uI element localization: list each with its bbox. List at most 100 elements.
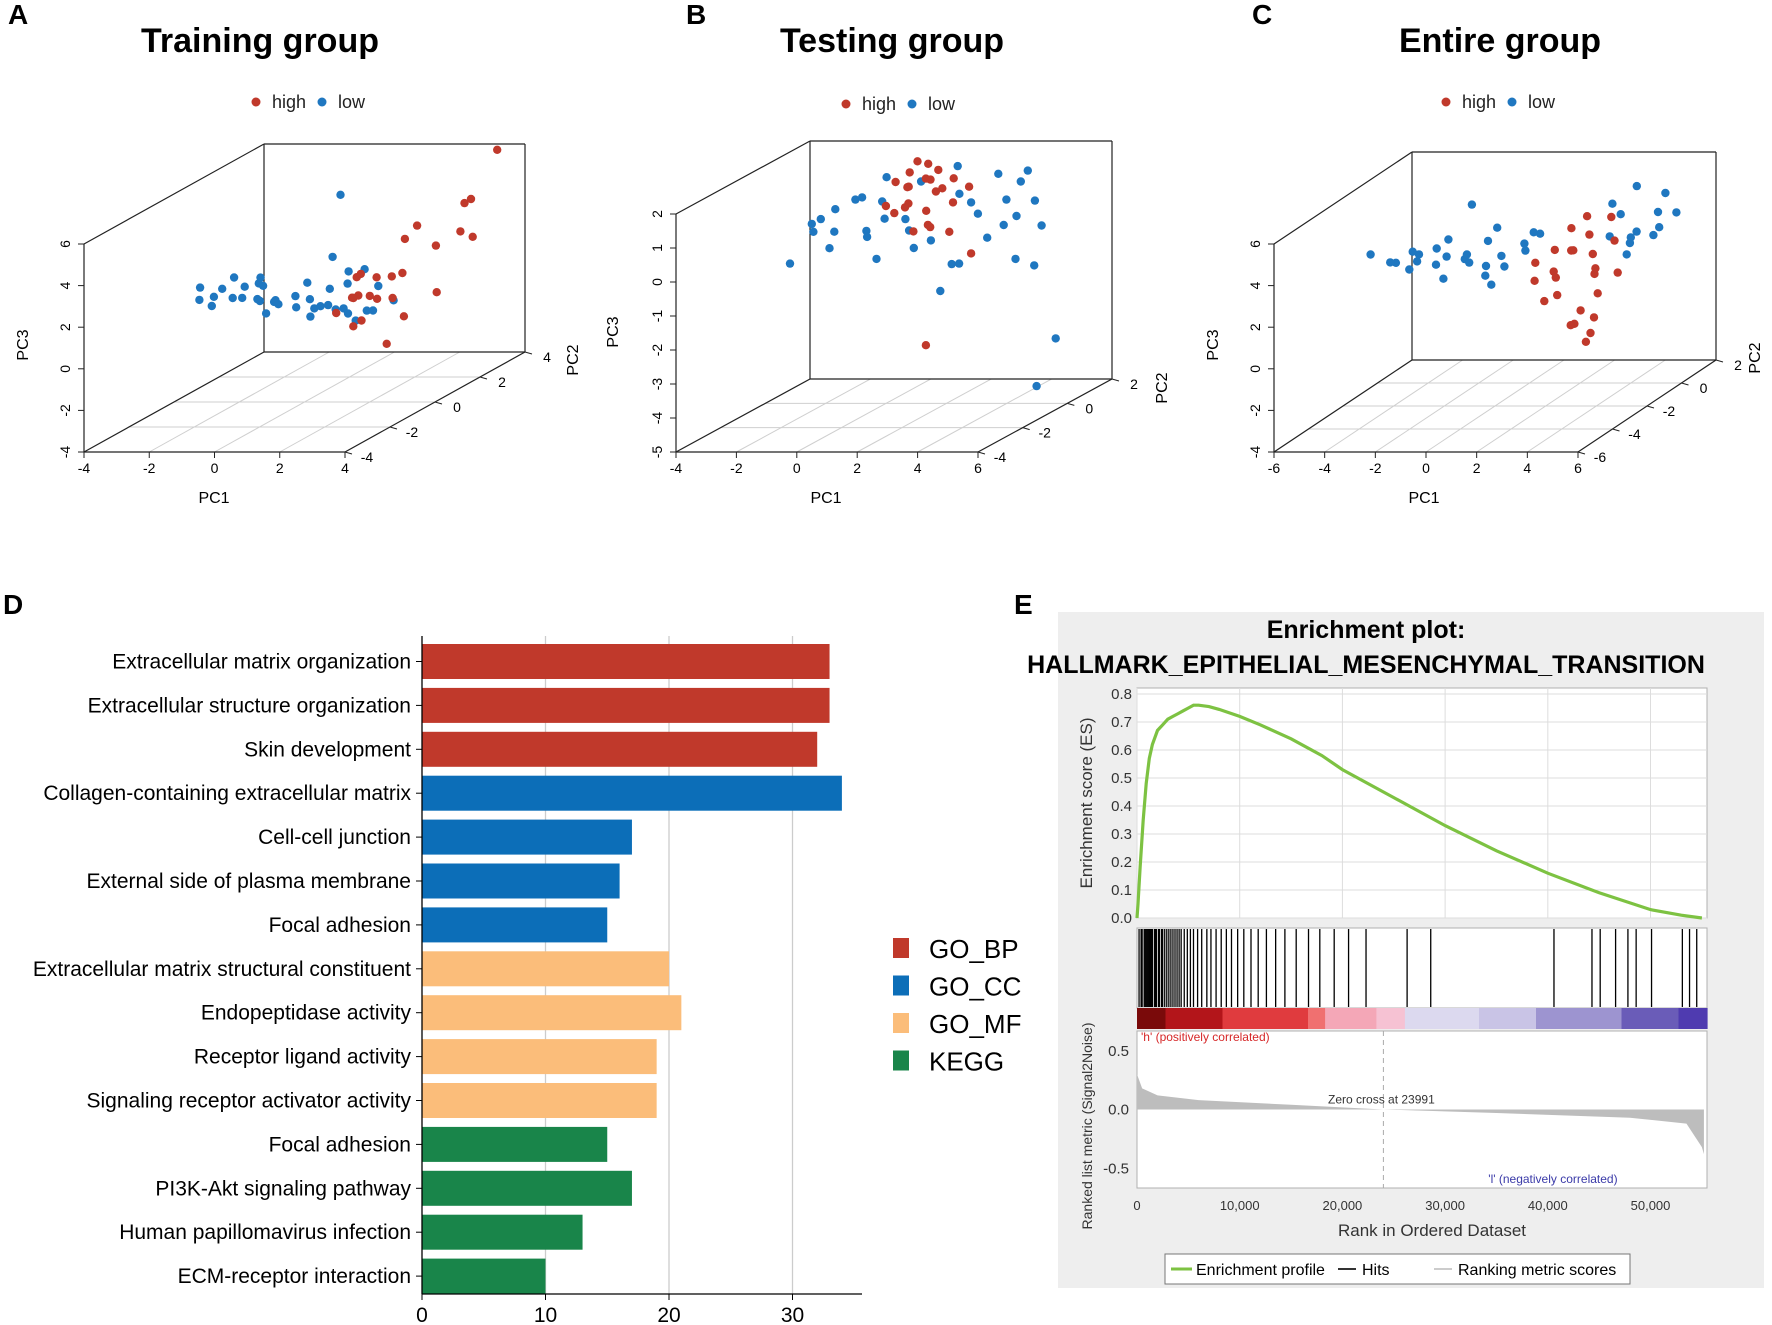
x-tick-label: 0 (1133, 1198, 1140, 1213)
point-high (926, 175, 935, 184)
y-tick-label: 0 (1700, 380, 1708, 396)
y-tick-mark (1111, 378, 1120, 382)
x-tick-label: 4 (341, 460, 349, 476)
point-low (1616, 210, 1625, 219)
point-low (954, 259, 964, 268)
point-high (1530, 276, 1539, 285)
y-tick-label: -4 (361, 449, 374, 465)
point-low (983, 233, 992, 242)
point-high (399, 312, 409, 321)
z-tick-label: 6 (57, 240, 73, 248)
rank-color-segment (1308, 1008, 1326, 1029)
point-high (466, 194, 476, 204)
z-tick-label: 4 (1247, 281, 1263, 289)
pca-legend-a: high low (251, 92, 366, 112)
x-axis-label: PC1 (198, 490, 229, 507)
point-low (1030, 261, 1039, 270)
bar-go_cc (422, 907, 608, 943)
category-label: Endopeptidase activity (201, 1002, 412, 1025)
enrichment-bar-chart: Extracellular matrix organization Extrace… (33, 636, 1021, 1325)
point-low (1405, 265, 1414, 274)
point-low (1016, 177, 1025, 186)
rank-color-segment (1536, 1008, 1623, 1029)
panel-letter-a: A (8, 0, 28, 30)
point-low (292, 303, 301, 312)
point-high (909, 227, 918, 236)
bar-go_mf (422, 1083, 657, 1118)
point-low (1535, 229, 1545, 238)
bar-go_cc (422, 819, 632, 855)
point-low (1500, 262, 1509, 271)
box-edge (675, 378, 811, 453)
y-axis-label: PC2 (1154, 372, 1171, 403)
category-label: ECM-receptor interaction (178, 1265, 411, 1288)
z-tick-label: -1 (649, 310, 665, 323)
point-high (1551, 273, 1561, 282)
es-y-axis-label: Enrichment score (ES) (1077, 718, 1096, 889)
metric-y-axis-label: Ranked list metric (Signal2Noise) (1079, 1023, 1095, 1230)
point-high (431, 241, 441, 250)
point-high (926, 222, 935, 232)
point-low (872, 254, 881, 264)
point-high (890, 208, 899, 218)
point-low (328, 252, 337, 262)
x-tick-label: 10,000 (1220, 1198, 1260, 1213)
category-label: Extracellular structure organization (88, 694, 411, 717)
y-tick-label: 2 (498, 374, 506, 390)
point-high (372, 273, 381, 282)
category-label: External side of plasma membrane (87, 870, 412, 893)
panel-b-title: Testing group (780, 22, 1004, 60)
legend-low-marker (1507, 97, 1517, 107)
x-tick-label: 20 (657, 1304, 680, 1325)
x-tick-label: 0 (793, 460, 801, 476)
es-tick-label: 0.4 (1111, 798, 1132, 815)
bar-go_mf (422, 951, 669, 987)
point-low (880, 214, 889, 223)
legend-low-label: low (1528, 92, 1556, 112)
pca-plot-testing: -4 -2 0 2 4 6 -4 -2 0 2 -5 -4 -3 -2 -1 0 1 2 PC1 PC3 PC2 (605, 140, 1171, 507)
pca-legend-b: high low (841, 94, 956, 114)
positive-label: 'h' (positively correlated) (1141, 1030, 1270, 1044)
point-low (1408, 247, 1417, 256)
metric-tick-label: -0.5 (1103, 1160, 1129, 1177)
floor-grid-line (917, 378, 1052, 453)
rank-color-segment (1678, 1008, 1708, 1029)
point-low (1481, 271, 1490, 280)
pca-plot-training: -4 -2 0 2 4 -4 -2 0 2 4 -4 -2 0 2 4 6 PC1 PC3 PC2 (15, 143, 582, 507)
legend-high-marker (841, 99, 851, 109)
rank-color-segment (1325, 1008, 1377, 1029)
box-edge (675, 140, 811, 215)
point-low (336, 190, 345, 199)
point-low (862, 232, 872, 242)
point-high (398, 268, 407, 278)
point-low (228, 293, 237, 303)
legend-label-go_mf: GO_MF (929, 1009, 1021, 1039)
legend-high-label: high (272, 92, 306, 112)
point-high (460, 198, 469, 208)
point-low (1030, 196, 1040, 205)
point-high (1589, 313, 1599, 322)
point-low (305, 295, 315, 304)
x-tick-label: 2 (853, 460, 861, 476)
y-tick-mark (344, 451, 353, 455)
legend-low-marker (907, 99, 917, 109)
point-low (857, 193, 867, 202)
bar-go_cc (422, 775, 842, 811)
category-label: Cell-cell junction (258, 826, 411, 849)
y-tick-mark (1646, 405, 1655, 409)
bar-go_mf (422, 995, 682, 1031)
es-tick-label: 0.6 (1111, 742, 1132, 759)
y-tick-mark (479, 376, 488, 380)
point-high (347, 293, 357, 302)
point-low (1444, 235, 1453, 244)
y-axis-label: PC2 (565, 344, 582, 375)
legend-high-label: high (862, 94, 896, 114)
point-low (1023, 166, 1032, 175)
point-low (1632, 227, 1641, 236)
x-tick-label: 10 (534, 1304, 557, 1325)
point-high (412, 221, 422, 230)
point-low (207, 301, 216, 311)
x-tick-label: 50,000 (1631, 1198, 1671, 1213)
z-tick-label: -3 (649, 378, 665, 391)
zero-cross-label: Zero cross at 23991 (1328, 1093, 1435, 1107)
